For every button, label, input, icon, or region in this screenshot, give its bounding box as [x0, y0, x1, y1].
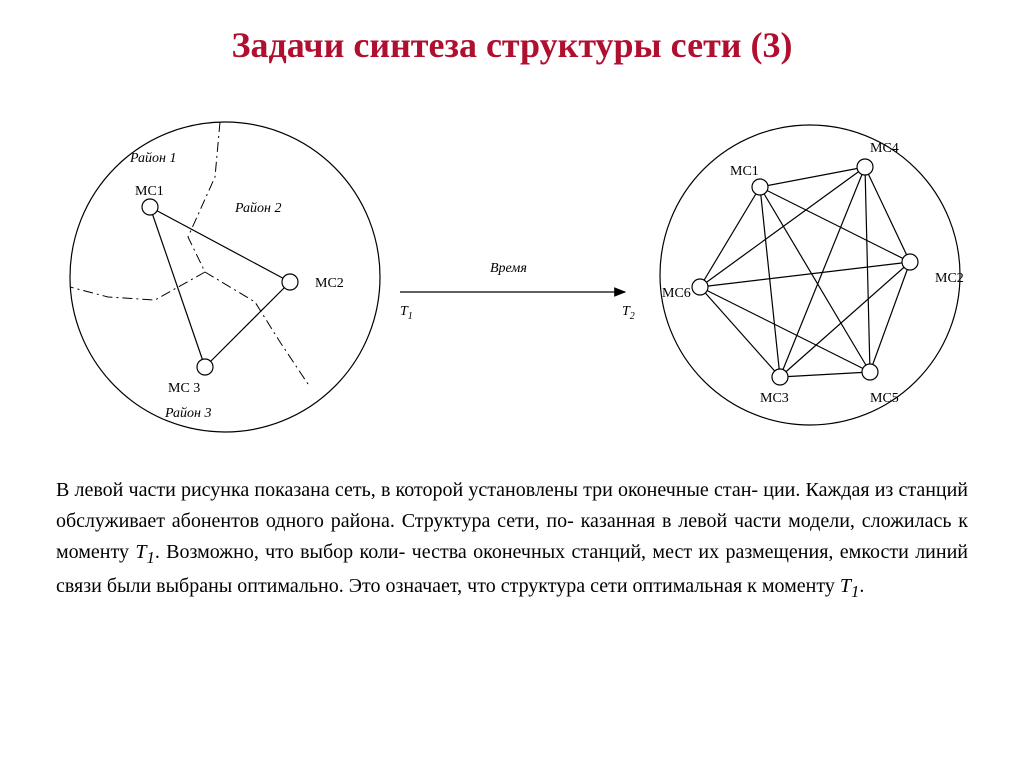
right-node-label-mc1: МС1 [730, 164, 759, 179]
right-node-label-mc6: МС6 [662, 286, 691, 301]
left-edge [150, 207, 205, 367]
left-node-label-mc1: МС1 [135, 184, 164, 199]
region-label-r3: Район 3 [164, 406, 211, 421]
left-node-label-mc2: МС2 [315, 276, 344, 291]
right-edge [700, 287, 780, 377]
right-node-mc5 [862, 364, 878, 380]
region-label-r2: Район 2 [234, 201, 281, 216]
left-edge [150, 207, 290, 282]
right-node-label-mc2: МС2 [935, 271, 964, 286]
left-node-label-mc3: МС 3 [168, 381, 200, 396]
right-edge [700, 187, 760, 287]
t2-label: T2 [622, 304, 635, 322]
t1-label: T1 [400, 304, 413, 322]
paragraph-text: В левой части рисунка показана сеть, в к… [56, 475, 968, 605]
time-label: Время [490, 261, 527, 276]
para-line-5a: оптимально. Это означает, что структура … [237, 575, 840, 597]
left-node-mc2 [282, 274, 298, 290]
left-node-mc1 [142, 199, 158, 215]
t1-symbol: T1 [135, 541, 154, 563]
left-edge [205, 282, 290, 367]
slide-title: Задачи синтеза структуры сети (3) [40, 24, 984, 67]
right-edge [865, 167, 870, 372]
slide-page: Задачи синтеза структуры сети (3) МС1 МС2… [0, 0, 1024, 767]
region-label-r1: Район 1 [129, 151, 176, 166]
region-boundary-1 [188, 122, 220, 272]
right-node-mc4 [857, 159, 873, 175]
right-edge [700, 262, 910, 287]
right-node-mc3 [772, 369, 788, 385]
right-edge [870, 262, 910, 372]
right-node-label-mc4: МС4 [870, 141, 899, 156]
para-line-3b: . Возможно, что выбор коли- [155, 541, 405, 563]
para-line-1: В левой части рисунка показана сеть, в к… [56, 479, 758, 501]
region-boundary-2 [70, 272, 205, 300]
right-edge [760, 167, 865, 187]
right-node-label-mc3: МС3 [760, 391, 789, 406]
t1-symbol-2: T1 [840, 575, 859, 597]
network-diagram: МС1 МС2 МС 3 Район 1 Район 2 Район 3 МС1 МС2 МС3… [40, 87, 984, 447]
right-edge [865, 167, 910, 262]
diagram-area: МС1 МС2 МС 3 Район 1 Район 2 Район 3 МС1 МС2 МС3… [40, 87, 984, 447]
right-node-mc2 [902, 254, 918, 270]
right-node-label-mc5: МС5 [870, 391, 899, 406]
right-edge [780, 372, 870, 377]
left-node-mc3 [197, 359, 213, 375]
para-line-5b: . [859, 575, 864, 597]
right-node-mc1 [752, 179, 768, 195]
right-region-circle [660, 125, 960, 425]
right-node-mc6 [692, 279, 708, 295]
